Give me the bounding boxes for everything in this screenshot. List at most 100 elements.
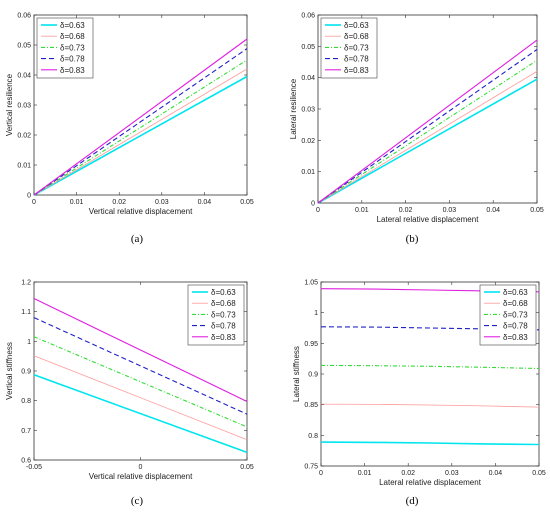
series-line-5 [317, 39, 538, 204]
y-tick-label: 0.03 [301, 107, 315, 114]
legend-label: δ=0.83 [344, 66, 369, 75]
series-line-2 [33, 68, 248, 196]
x-tick-label: 0.05 [240, 199, 254, 206]
x-tick-label: 0.02 [112, 199, 126, 206]
y-tick-label: 0.03 [17, 103, 31, 110]
x-tick-label: 0.01 [355, 207, 369, 214]
y-tick-label: 0.75 [304, 464, 318, 471]
series-line-3 [33, 59, 248, 196]
x-axis-label: Lateral relative displacement [377, 215, 480, 224]
x-tick-label: 0.05 [240, 464, 254, 471]
legend-label: δ=0.68 [344, 32, 369, 41]
y-tick-label: 1 [314, 310, 318, 317]
y-axis-label: Vertical stiffness [5, 342, 14, 400]
legend-label: δ=0.83 [503, 333, 528, 342]
legend-label: δ=0.78 [211, 322, 236, 331]
legend-label: δ=0.78 [503, 322, 528, 331]
panel-b: 0 0.01 0.02 0.03 0.04 0.05 0 0.01 0.02 0.03 0.04 0.… [289, 13, 544, 246]
legend-label: δ=0.73 [503, 310, 528, 319]
y-tick-label: 0.9 [308, 372, 318, 379]
series-line-4 [33, 48, 248, 196]
x-tick-label: 0.03 [445, 470, 459, 477]
panel-caption: (b) [406, 233, 419, 245]
y-axis-label: Vertical resilience [5, 73, 14, 136]
legend-label: δ=0.78 [344, 55, 369, 64]
legend-box [36, 17, 94, 79]
legend-label: δ=0.68 [60, 32, 85, 41]
legend-label: δ=0.68 [503, 299, 528, 308]
y-tick-label: 0.7 [21, 428, 31, 435]
series-line-2 [33, 355, 248, 441]
y-tick-label: 0.9 [21, 369, 31, 376]
y-tick-label: 0.95 [304, 341, 318, 348]
series-line-4 [317, 49, 538, 204]
legend-label: δ=0.83 [60, 66, 85, 75]
y-tick-label: 0.01 [17, 163, 31, 170]
x-tick-label: 0.04 [198, 199, 212, 206]
panel-caption: (c) [131, 495, 144, 507]
series-line-4 [33, 317, 248, 415]
legend-box [320, 17, 378, 79]
x-tick-label: 0 [139, 464, 143, 471]
panel-c: -0.05 0 0.05 0.6 0.7 0.8 0.9 1 1.1 1.2 Vertical re… [5, 280, 254, 508]
x-axis-label: Vertical relative displacement [89, 207, 193, 216]
y-tick-label: 0.05 [17, 43, 31, 50]
series-line-1 [33, 374, 248, 454]
y-tick-label: 0.05 [301, 44, 315, 51]
y-tick-label: 1.05 [304, 280, 318, 287]
legend-label: δ=0.63 [211, 288, 236, 297]
series-line-3 [317, 59, 538, 204]
x-tick-label: 0.05 [532, 470, 546, 477]
y-tick-label: 0.8 [308, 433, 318, 440]
legend-label: δ=0.73 [344, 43, 369, 52]
y-tick-label: 0 [27, 193, 31, 200]
series-line-5 [33, 38, 248, 196]
legend-box [187, 284, 245, 346]
series-line-1 [320, 441, 540, 446]
x-tick-label: 0.04 [486, 207, 500, 214]
x-axis-label: Lateral relative displacement [379, 478, 482, 487]
panel-d: 0 0.01 0.02 0.03 0.04 0.05 0.75 0.8 0.85 0.9 0.95 1… [292, 280, 546, 508]
y-tick-label: 0.85 [304, 402, 318, 409]
y-tick-label: 0.06 [301, 13, 315, 20]
x-axis-label: Vertical relative displacement [89, 472, 193, 481]
y-tick-label: 1.1 [21, 309, 31, 316]
y-tick-label: 0 [311, 201, 315, 208]
series-line-3 [320, 364, 540, 370]
y-tick-label: 0.6 [21, 458, 31, 465]
x-tick-label: -0.05 [26, 464, 42, 471]
panel-caption: (a) [131, 233, 144, 245]
series-line-4 [320, 326, 540, 331]
series-line-2 [317, 71, 538, 204]
y-tick-label: 0.01 [301, 169, 315, 176]
series-line-1 [317, 78, 538, 204]
y-tick-label: 1 [27, 339, 31, 346]
legend-label: δ=0.63 [344, 21, 369, 30]
y-tick-label: 0.8 [21, 398, 31, 405]
series-line-3 [33, 336, 248, 428]
y-tick-label: 0.04 [17, 73, 31, 80]
y-tick-label: 1.2 [21, 280, 31, 287]
y-axis-label: Lateral resilience [289, 78, 298, 139]
y-axis-label: Lateral stiffness [292, 346, 301, 402]
series-line-1 [33, 75, 248, 196]
x-tick-label: 0.02 [399, 207, 413, 214]
y-tick-label: 0.02 [17, 133, 31, 140]
legend-box [479, 284, 537, 346]
x-tick-label: 0.05 [530, 207, 544, 214]
legend-label: δ=0.68 [211, 299, 236, 308]
legend-label: δ=0.83 [211, 333, 236, 342]
x-tick-label: 0 [32, 199, 36, 206]
x-tick-label: 0 [316, 207, 320, 214]
x-tick-label: 0.02 [401, 470, 415, 477]
legend-label: δ=0.63 [503, 288, 528, 297]
series-line-2 [320, 403, 540, 408]
x-tick-label: 0.03 [155, 199, 169, 206]
series-line-5 [33, 298, 248, 402]
legend-label: δ=0.63 [60, 21, 85, 30]
x-tick-label: 0.04 [489, 470, 503, 477]
x-tick-label: 0 [319, 470, 323, 477]
x-tick-label: 0.03 [443, 207, 457, 214]
